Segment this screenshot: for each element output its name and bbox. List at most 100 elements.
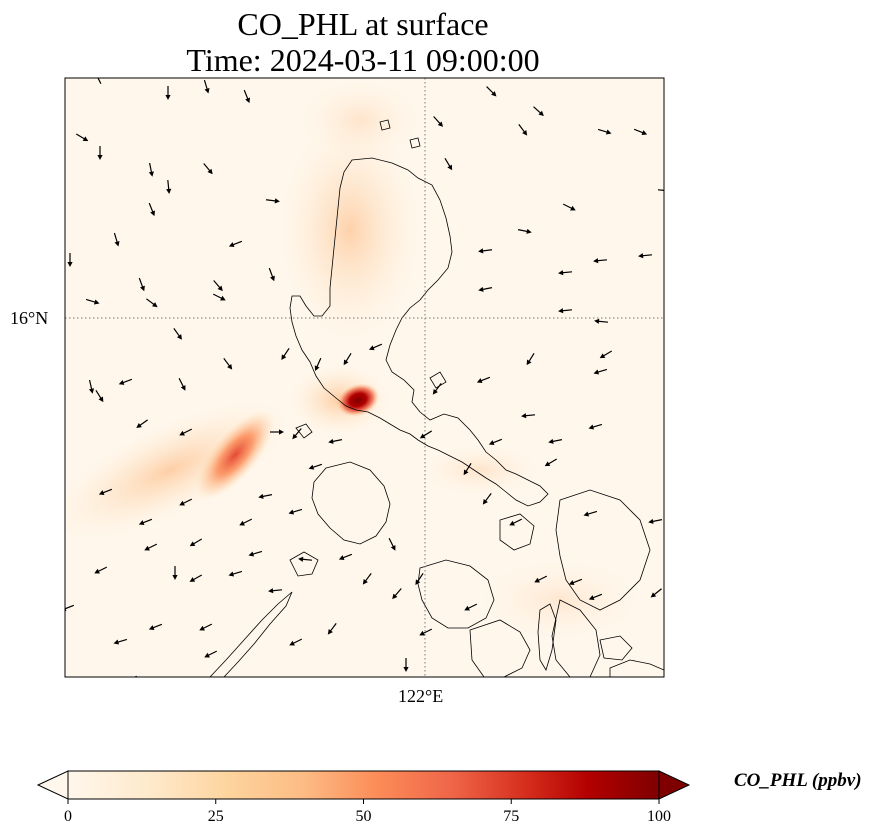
- wind-arrow: [94, 566, 108, 574]
- wind-arrow: [270, 429, 284, 435]
- wind-arrow: [189, 574, 203, 582]
- map-title: CO_PHL at surface: [237, 6, 489, 42]
- wind-arrow: [136, 419, 148, 428]
- wind-arrow: [476, 376, 491, 384]
- wind-arrow: [239, 518, 253, 526]
- colorbar: 0 25 50 75 100: [36, 770, 691, 825]
- colorbar-tick-label: 100: [647, 808, 671, 825]
- coastline-panay: [417, 559, 495, 629]
- colorbar-tick-label: 75: [503, 808, 519, 825]
- wind-arrow: [544, 458, 558, 467]
- wind-arrow: [138, 518, 153, 526]
- wind-arrow: [113, 232, 120, 247]
- wind-arrow: [165, 86, 171, 100]
- wind-arrow: [597, 128, 612, 135]
- wind-arrow: [419, 430, 433, 439]
- wind-arrow: [118, 378, 133, 385]
- wind-arrow: [594, 318, 609, 324]
- wind-arrow: [223, 358, 233, 370]
- wind-arrow: [189, 538, 203, 547]
- colorbar-extend-min: [36, 770, 69, 800]
- colorbar-tick-label: 0: [64, 808, 72, 825]
- wind-arrow: [517, 228, 532, 234]
- wind-arrow: [298, 556, 313, 562]
- wind-arrow: [308, 463, 323, 470]
- wind-arrow: [633, 128, 648, 136]
- map-subtitle: Time: 2024-03-11 09:00:00: [186, 42, 540, 78]
- wind-arrow: [593, 368, 608, 375]
- wind-arrow: [243, 89, 251, 104]
- wind-arrow: [415, 573, 424, 585]
- wind-arrow: [593, 258, 608, 264]
- wind-arrow: [419, 628, 433, 636]
- wind-arrow: [85, 298, 100, 305]
- wind-arrow: [648, 518, 663, 524]
- coastline-negros: [469, 619, 531, 677]
- coastline-islet-a: [379, 119, 391, 131]
- wind-arrow: [562, 203, 576, 211]
- wind-arrow: [388, 537, 396, 551]
- coastline-cebu: [537, 603, 557, 671]
- wind-arrow: [75, 133, 89, 142]
- wind-arrow: [148, 623, 163, 631]
- wind-arrow: [95, 389, 104, 403]
- coastline-samar: [555, 489, 651, 611]
- wind-arrow: [314, 357, 322, 371]
- wind-arrow: [362, 573, 372, 585]
- wind-arrow: [478, 286, 493, 292]
- wind-arrow: [526, 352, 535, 366]
- wind-arrow: [144, 543, 158, 551]
- wind-arrow: [166, 179, 172, 194]
- wind-arrow: [521, 413, 536, 419]
- wind-arrow: [281, 348, 290, 360]
- wind-arrow: [444, 157, 453, 171]
- wind-arrow: [138, 277, 145, 292]
- wind-arrow: [173, 328, 182, 340]
- wind-arrow: [432, 383, 442, 395]
- map-frame: [64, 77, 665, 678]
- wind-arrow: [97, 78, 102, 85]
- colorbar-extend-max: [658, 770, 691, 800]
- wind-arrow: [248, 550, 263, 557]
- coastline-luzon: [289, 157, 549, 507]
- wind-arrow: [338, 553, 353, 561]
- wind-arrow: [172, 566, 178, 580]
- wind-arrow: [509, 518, 523, 526]
- wind-arrow: [268, 588, 283, 594]
- wind-arrow: [148, 162, 154, 177]
- plume-hotspot-manila: [336, 383, 380, 417]
- lon-tick-label: 122°E: [398, 686, 444, 706]
- plume-north: [300, 80, 420, 160]
- wind-arrow: [213, 280, 223, 292]
- wind-arrow: [433, 116, 444, 127]
- map-area: [65, 78, 664, 677]
- wind-arrow: [583, 510, 598, 517]
- wind-arrow: [179, 498, 193, 506]
- wind-arrow: [146, 298, 158, 308]
- wind-arrow: [588, 423, 603, 430]
- wind-arrow: [533, 106, 544, 117]
- wind-arrow: [268, 267, 275, 282]
- coastline-palawan-north: [209, 591, 293, 677]
- wind-arrow: [98, 488, 113, 496]
- wind-arrow: [67, 253, 73, 267]
- wind-arrow: [228, 570, 243, 577]
- coastline-islet-c: [429, 371, 447, 389]
- colorbar-tick-label: 25: [208, 808, 224, 825]
- wind-arrow: [392, 588, 402, 600]
- coastlines: [209, 119, 664, 677]
- wind-arrow: [265, 198, 280, 204]
- wind-arrow: [568, 578, 583, 586]
- coastline-lubang: [295, 423, 313, 439]
- wind-arrow: [548, 438, 563, 444]
- wind-arrow: [199, 623, 213, 631]
- wind-arrow: [113, 638, 128, 645]
- wind-arrow: [599, 350, 613, 359]
- coastline-bohol: [599, 635, 633, 661]
- wind-arrow: [289, 638, 303, 646]
- colorbar-label: CO_PHL (ppbv): [734, 770, 862, 791]
- lat-tick-label: 16°N: [10, 308, 49, 328]
- colorbar-ticks: 0 25 50 75 100: [64, 799, 671, 825]
- wind-arrow: [258, 493, 273, 499]
